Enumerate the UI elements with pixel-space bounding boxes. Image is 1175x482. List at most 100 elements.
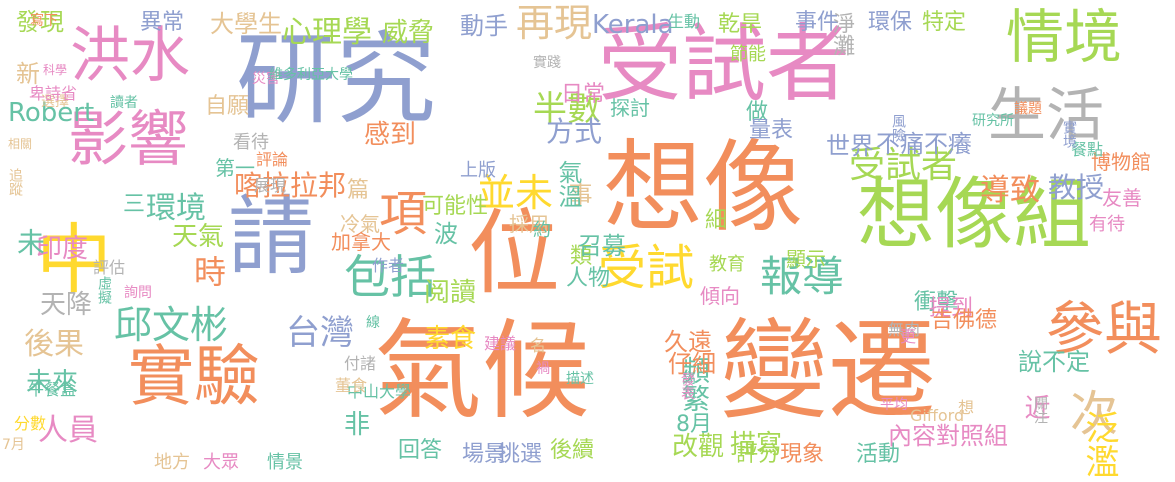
word-cloud-word: 更 xyxy=(897,328,916,344)
word-cloud-word: 高 xyxy=(682,371,696,387)
word-cloud-word: 未 xyxy=(13,228,46,256)
word-cloud-word: 追蹤 xyxy=(7,168,23,196)
word-cloud-word: 導致 xyxy=(980,173,1040,208)
word-cloud-word: 描述 xyxy=(566,371,594,387)
word-cloud-word: 不痛不癢 xyxy=(876,130,972,158)
word-cloud-word: 參與 xyxy=(1046,295,1163,363)
word-cloud-word: 未來 xyxy=(26,368,79,398)
word-cloud-word: 新 xyxy=(16,60,40,88)
word-cloud-word: 自願 xyxy=(205,94,250,119)
word-cloud-word: 實驗 xyxy=(128,338,260,415)
word-cloud-word: 包括 xyxy=(344,250,436,304)
word-cloud-word: 次 xyxy=(1070,386,1119,442)
word-cloud-word: 無肉 xyxy=(888,320,921,339)
word-cloud-word: 博物館 xyxy=(1091,150,1151,174)
word-cloud-word: 想像組 xyxy=(857,170,1092,260)
word-cloud-word: 環境 xyxy=(146,191,206,226)
word-cloud-word: 久遠 xyxy=(664,328,712,356)
word-cloud-word: 受試者 xyxy=(849,145,958,186)
word-cloud-word: 實境 xyxy=(1061,120,1077,148)
word-cloud-word: Robert xyxy=(8,98,95,128)
word-cloud-word: 仔細 xyxy=(668,350,716,378)
word-cloud-word: 項 xyxy=(379,186,428,242)
word-cloud-word: 半數 xyxy=(533,89,601,129)
word-cloud-word: 人物 xyxy=(566,266,611,291)
word-cloud-word: 看待 xyxy=(233,132,269,153)
word-cloud-word: 做 xyxy=(746,100,769,125)
word-cloud-word: 日常 xyxy=(561,82,606,107)
word-cloud-word: 科學 xyxy=(43,63,68,77)
word-cloud-word: 頻繁 xyxy=(678,356,711,412)
word-cloud-word: 受試 xyxy=(598,240,695,296)
word-cloud-word: 中 xyxy=(36,215,112,304)
word-cloud-word: 發表 xyxy=(679,372,695,400)
word-cloud-word: 衝擊 xyxy=(914,290,959,315)
word-cloud-word: 近 xyxy=(1020,394,1050,420)
word-cloud-word: 異常 xyxy=(140,10,185,35)
word-cloud-word: 環保 xyxy=(868,10,913,35)
word-cloud-word: 事 xyxy=(564,182,592,206)
word-cloud-word: 淨灘 xyxy=(829,12,854,56)
word-cloud-word: 平均 xyxy=(880,397,908,413)
word-cloud-word: 想像 xyxy=(603,129,803,246)
word-cloud-word: 天氣 xyxy=(172,222,225,252)
word-cloud-word: 友善 xyxy=(1102,186,1142,210)
word-cloud-word: 採用 xyxy=(509,212,549,236)
word-cloud-word: 威脅 xyxy=(382,18,435,48)
word-cloud-word: 教育 xyxy=(709,254,745,275)
word-cloud-word: 並未 xyxy=(477,171,554,215)
word-cloud-word: 可能性 xyxy=(422,194,489,219)
word-cloud-word: 方式 xyxy=(546,115,603,148)
word-cloud-word: 阅讀 xyxy=(424,278,477,308)
word-cloud-word: 教授 xyxy=(1048,171,1105,204)
word-cloud-word: 情景 xyxy=(267,452,303,473)
word-cloud-word: 建議 xyxy=(484,334,517,353)
word-cloud-word: 回答 xyxy=(398,438,443,463)
word-cloud-word: 世界 xyxy=(826,132,874,160)
word-cloud-word: 挑選 xyxy=(498,442,543,467)
word-cloud-word: 生動 xyxy=(668,12,701,31)
word-cloud-word: 變遷 xyxy=(720,309,937,434)
word-cloud-word: 場景 xyxy=(462,442,507,467)
word-cloud-word: 中山大學 xyxy=(347,382,412,401)
word-cloud-word: 乾旱 xyxy=(718,12,763,37)
word-cloud-word: 特定 xyxy=(922,10,967,35)
word-cloud-word: 再現 xyxy=(516,1,593,45)
word-cloud-word: 影響 xyxy=(68,105,188,175)
word-cloud-word: 詢問 xyxy=(124,285,152,301)
word-cloud-word: 心理學 xyxy=(282,15,372,50)
word-cloud-word: 有待 xyxy=(1089,214,1125,235)
word-cloud-word: 情境 xyxy=(1006,3,1123,71)
word-cloud-word: 作者 xyxy=(372,256,405,275)
word-cloud-word: 災害 xyxy=(252,71,280,87)
word-cloud-word: 想 xyxy=(958,398,975,417)
word-cloud-word: 節能 xyxy=(730,44,766,65)
word-cloud-word: 8月 xyxy=(676,412,712,437)
word-cloud-word: 虛擬 xyxy=(96,276,112,304)
word-cloud-word: 量表 xyxy=(749,118,794,143)
word-cloud-word: 類 xyxy=(570,244,593,269)
word-cloud-word: 讀者 xyxy=(110,95,138,111)
word-cloud-word: 氣候 xyxy=(374,309,591,434)
word-cloud-word: 冷氣 xyxy=(340,212,380,236)
word-cloud-word: 三 xyxy=(123,192,146,217)
word-cloud-word: 改觀 xyxy=(672,432,725,462)
word-cloud-word: 後果 xyxy=(24,327,84,362)
word-cloud-word: 禍 xyxy=(536,361,550,377)
word-cloud-word: 約 xyxy=(533,220,551,241)
word-cloud-word: 篇 xyxy=(347,178,370,203)
word-cloud-word: 研究所 xyxy=(972,113,1014,129)
word-cloud-word: 評估 xyxy=(93,258,126,277)
word-cloud-word: 細 xyxy=(705,208,728,233)
word-cloud-word: 邱文彬 xyxy=(114,303,229,347)
word-cloud-word: 描寫 xyxy=(730,430,783,460)
word-cloud-word: 泛濫 xyxy=(1079,410,1119,478)
word-cloud-word: 加拿大 xyxy=(331,230,391,254)
word-cloud-word: 大眾 xyxy=(203,452,239,473)
word-cloud-word: 動手 xyxy=(460,12,508,40)
word-cloud-word: 大學生 xyxy=(210,10,282,38)
word-cloud-word: Gifford xyxy=(910,406,965,425)
word-cloud-word: 實踐 xyxy=(533,55,561,71)
word-cloud-word: 現象 xyxy=(780,442,825,467)
word-cloud-word: 地方 xyxy=(154,452,190,473)
